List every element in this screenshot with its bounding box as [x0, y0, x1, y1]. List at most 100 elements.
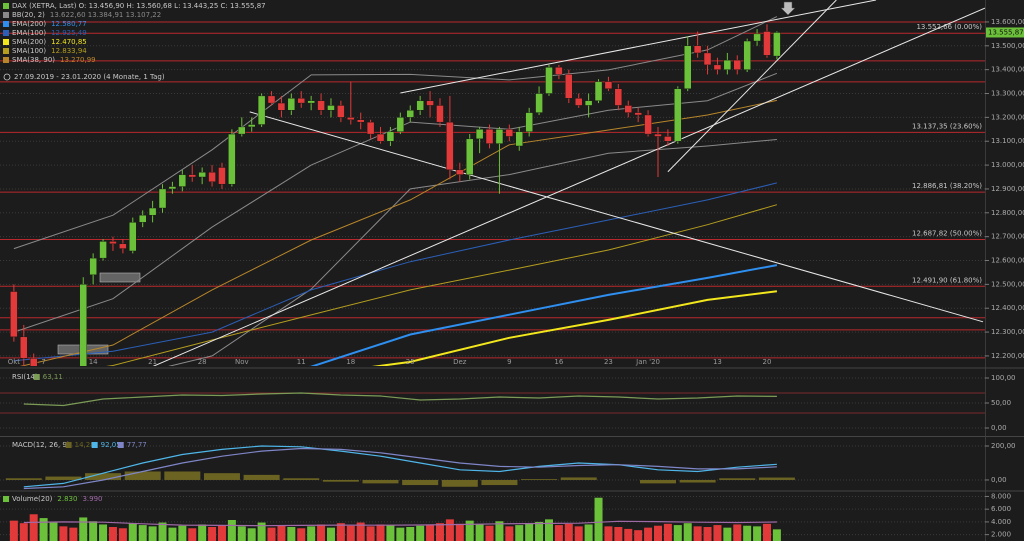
volume-bar: [326, 527, 335, 541]
candle-body: [168, 186, 177, 190]
volume-bar: [723, 527, 732, 541]
volume-bar: [79, 517, 88, 541]
y-tick-label: 13.300,00: [991, 90, 1024, 98]
volume-bar: [634, 530, 643, 541]
candle-body: [277, 102, 286, 111]
candle-body: [713, 64, 722, 70]
volume-bar: [604, 526, 613, 541]
legend-value: 13.270,99: [60, 56, 96, 64]
candle-body: [446, 121, 454, 171]
legend-value: 92,05: [101, 441, 121, 449]
volume-bar: [198, 524, 207, 541]
volume-bar: [257, 522, 266, 541]
y-tick-label: 2.000: [991, 531, 1011, 539]
candle-body: [456, 169, 464, 175]
average-line: [23, 520, 777, 527]
indicator-line: [23, 445, 777, 488]
candle-body: [158, 188, 167, 209]
legend-label: BB(20, 2): [12, 11, 45, 19]
indicator-line: [13, 182, 778, 362]
volume-bar: [743, 525, 752, 541]
volume-bar: [356, 522, 365, 541]
legend-value: 12.580,77: [51, 20, 87, 28]
candle-body: [119, 243, 127, 249]
candle-body: [565, 74, 573, 99]
indicator-line: [308, 264, 778, 366]
volume-bar: [683, 523, 692, 541]
panel-title: Volume(20): [12, 495, 53, 503]
volume-bar: [693, 526, 702, 541]
volume-bar: [138, 525, 147, 541]
legend-value: 12.925,49: [51, 29, 87, 37]
volume-bar: [178, 525, 187, 541]
volume-bar: [297, 528, 306, 541]
histogram-bar: [679, 479, 716, 483]
volume-bar: [703, 527, 712, 541]
candle-body: [297, 98, 305, 104]
histogram-bar: [521, 479, 558, 480]
volume-bar: [505, 526, 514, 541]
legend-value: 12.833,94: [51, 47, 87, 55]
volume-bar: [69, 527, 78, 541]
x-tick-label: 21: [148, 358, 157, 366]
volume-bar: [733, 524, 742, 541]
candle-body: [743, 40, 751, 70]
volume-bar: [406, 527, 415, 541]
candle-body: [20, 336, 28, 359]
volume-bar: [574, 526, 583, 541]
candle-body: [307, 100, 315, 104]
x-tick-label: 23: [604, 358, 613, 366]
candle-body: [228, 133, 236, 185]
volume-bar: [128, 523, 137, 541]
volume-bar: [59, 526, 68, 541]
legend-icon: [3, 57, 9, 63]
candle-body: [218, 167, 226, 185]
candle-body: [624, 105, 632, 113]
candle-body: [515, 131, 523, 147]
y-tick-label: 8.000: [991, 492, 1011, 500]
trend-line: [400, 0, 877, 94]
histogram-bar: [322, 479, 359, 482]
y-tick-label: 100,00: [991, 374, 1016, 382]
histogram-bar: [5, 478, 42, 480]
y-tick-label: 12.400,00: [991, 304, 1024, 312]
indicator-line: [23, 447, 777, 490]
candle-body: [644, 114, 652, 135]
trend-line: [249, 111, 984, 323]
volume-bar: [772, 529, 781, 541]
legend-icon: [3, 12, 9, 18]
candle-body: [396, 117, 405, 132]
date-range: 27.09.2019 - 23.01.2020 (4 Monate, 1 Tag…: [14, 73, 165, 81]
x-tick-label: Nov: [235, 358, 249, 366]
candle-body: [495, 129, 504, 144]
y-tick-label: 13.100,00: [991, 137, 1024, 145]
candle-body: [99, 241, 107, 259]
y-tick-label: 200,00: [991, 442, 1016, 450]
candle-body: [376, 133, 385, 142]
histogram-bar: [719, 478, 756, 480]
volume-bar: [188, 528, 197, 541]
x-tick-label: 16: [554, 358, 563, 366]
candle-body: [10, 291, 18, 338]
plot-area: [0, 0, 985, 366]
volume-bar: [663, 523, 672, 541]
legend-icon: [33, 374, 40, 380]
legend-value: 63,11: [43, 373, 63, 381]
volume-bar: [49, 522, 58, 541]
legend-icon: [3, 48, 9, 54]
volume-bar: [39, 518, 48, 541]
candle-body: [485, 129, 494, 144]
candle-body: [535, 93, 543, 113]
histogram-bar: [124, 471, 161, 480]
candle-body: [347, 117, 355, 120]
candle-body: [357, 119, 365, 123]
legend-label: EMA(200): [12, 20, 46, 28]
candle-body: [466, 138, 474, 175]
legend-value: 3.990: [82, 495, 102, 503]
candle-body: [287, 98, 296, 111]
candle-body: [426, 100, 434, 106]
volume-bar: [376, 524, 385, 541]
volume-bar: [148, 526, 157, 541]
candle-body: [129, 222, 137, 252]
candle-body: [248, 124, 256, 128]
